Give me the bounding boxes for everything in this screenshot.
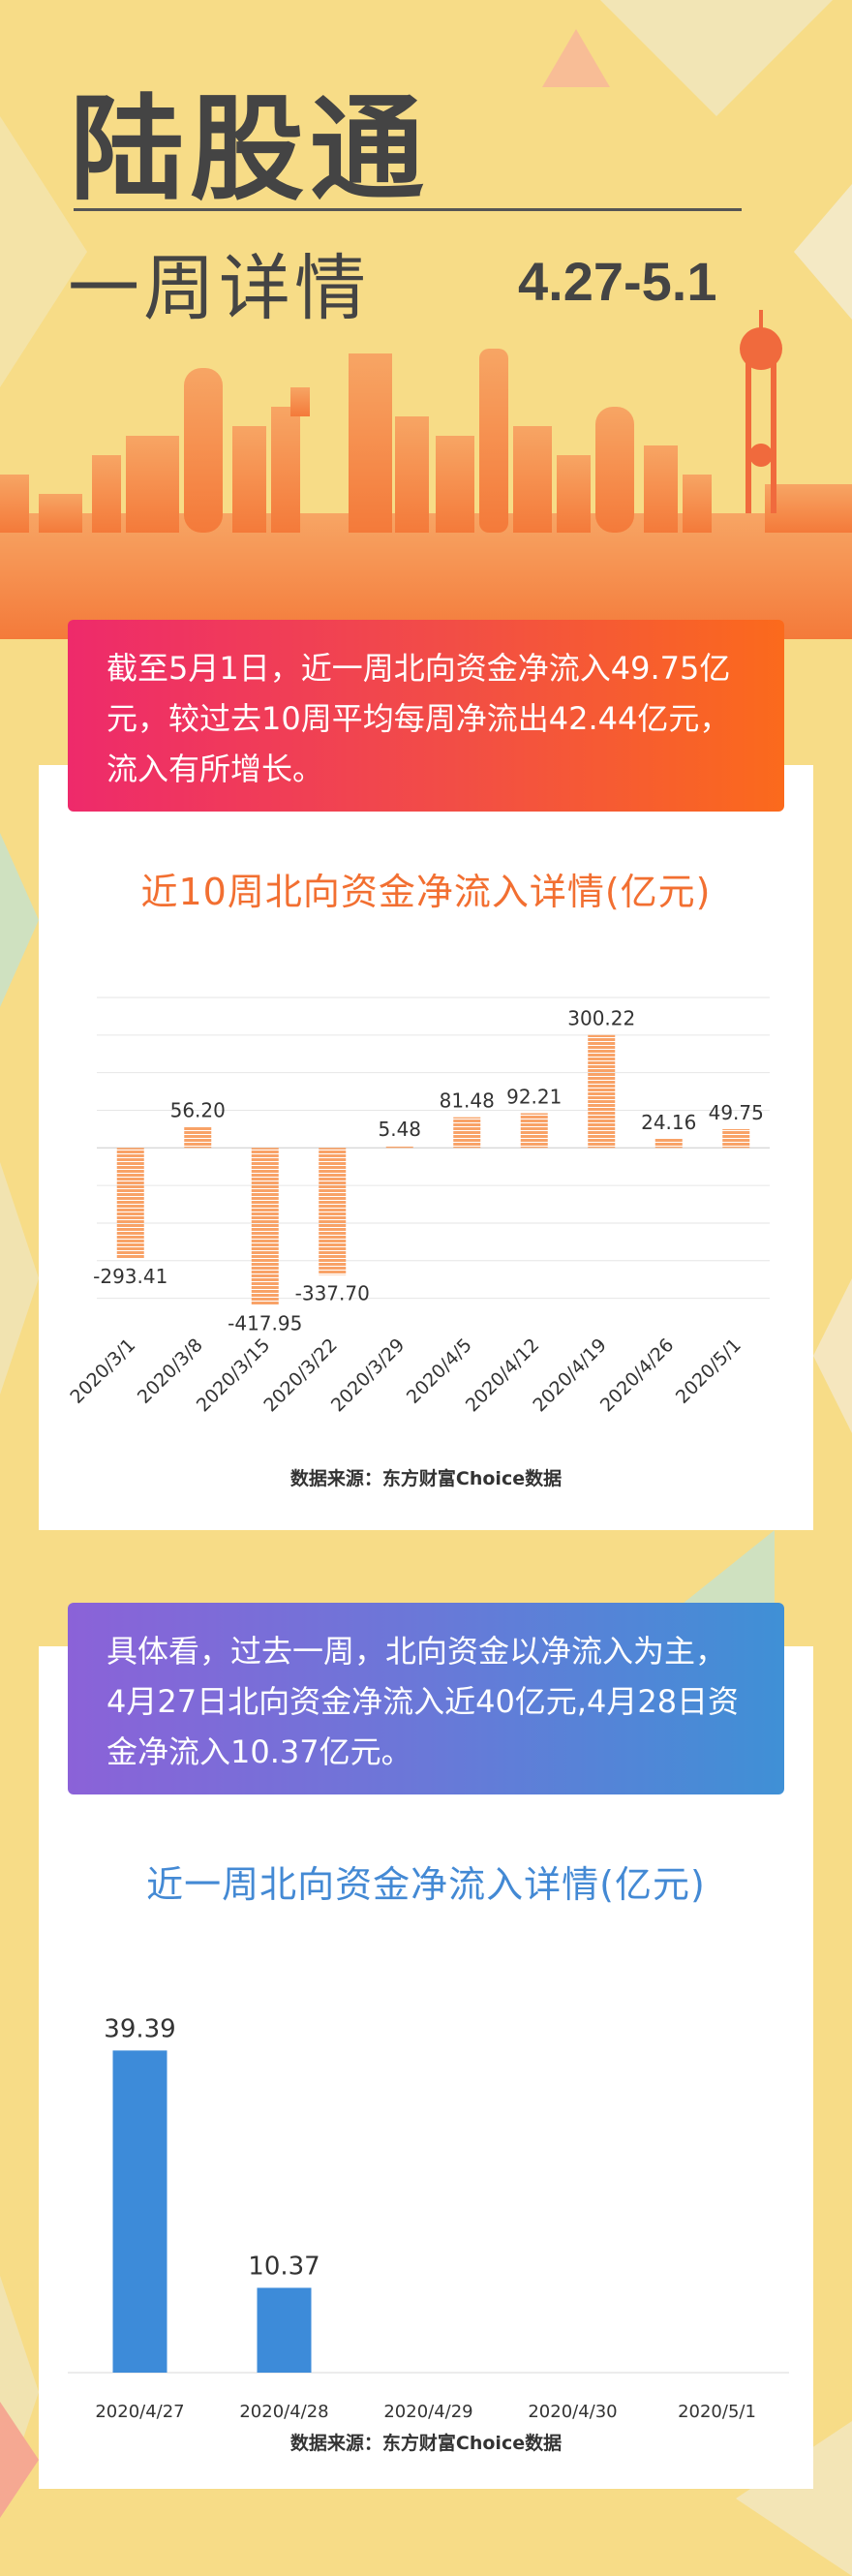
bar	[319, 1148, 347, 1275]
weekly-inflow-chart: -293.412020/3/156.202020/3/8-417.952020/…	[66, 997, 770, 1416]
bar	[722, 1128, 750, 1149]
x-tick-label: 2020/5/1	[672, 1334, 746, 1408]
date-range: 4.27-5.1	[518, 251, 717, 312]
data-label: -337.70	[295, 1281, 370, 1304]
chart-title: 近10周北向资金净流入详情(亿元)	[140, 871, 712, 913]
data-label: -417.95	[228, 1312, 302, 1335]
x-tick-label: 2020/4/29	[383, 2402, 472, 2422]
bar	[184, 1126, 212, 1149]
data-source: 数据来源：东方财富Choice数据	[289, 2433, 563, 2454]
bar	[588, 1034, 616, 1149]
bar	[257, 2287, 312, 2373]
data-source: 数据来源：东方财富Choice数据	[289, 1468, 563, 1489]
bar	[453, 1117, 481, 1149]
bar	[251, 1148, 279, 1305]
chart-title: 近一周北向资金净流入详情(亿元)	[146, 1863, 706, 1906]
bar	[654, 1138, 683, 1149]
data-label: -293.41	[93, 1265, 167, 1288]
data-label: 5.48	[378, 1118, 421, 1141]
summary-callout: 截至5月1日，近一周北向资金净流入49.75亿元，较过去10周平均每周净流出42…	[68, 620, 784, 812]
data-label: 300.22	[567, 1007, 635, 1030]
city-skyline-illustration	[0, 310, 852, 639]
x-tick-label: 2020/4/30	[528, 2402, 617, 2422]
x-tick-label: 2020/3/29	[327, 1334, 409, 1416]
daily-inflow-chart: 39.39 2020/4/27 10.37 2020/4/28 2020/4/29 202…	[68, 2014, 789, 2422]
bar	[112, 2050, 167, 2373]
data-label: 49.75	[709, 1101, 764, 1124]
data-label: 10.37	[248, 2252, 320, 2281]
detail-callout: 具体看，过去一周，北向资金以净流入为主，4月27日北向资金净流入近40亿元,4月…	[68, 1603, 784, 1794]
x-tick-label: 2020/4/27	[95, 2402, 184, 2422]
bar	[385, 1146, 413, 1149]
data-label: 39.39	[104, 2014, 175, 2043]
x-tick-label: 2020/5/1	[678, 2402, 756, 2422]
data-label: 92.21	[506, 1085, 562, 1108]
data-label: 56.20	[170, 1098, 226, 1121]
data-label: 24.16	[641, 1111, 696, 1134]
x-tick-label: 2020/3/1	[66, 1334, 139, 1408]
data-label: 81.48	[440, 1089, 495, 1113]
bar	[116, 1148, 144, 1259]
x-tick-label: 2020/4/28	[239, 2402, 328, 2422]
bar	[520, 1113, 548, 1149]
x-tick-label: 2020/4/26	[596, 1334, 678, 1416]
page-title: 陆股通	[70, 82, 431, 216]
title-divider	[74, 208, 742, 211]
page-subtitle: 一周详情	[68, 247, 370, 330]
chart-card-weekly: 近10周北向资金净流入详情(亿元) -293.41 2020/3/1 56.20 20…	[39, 765, 813, 1530]
